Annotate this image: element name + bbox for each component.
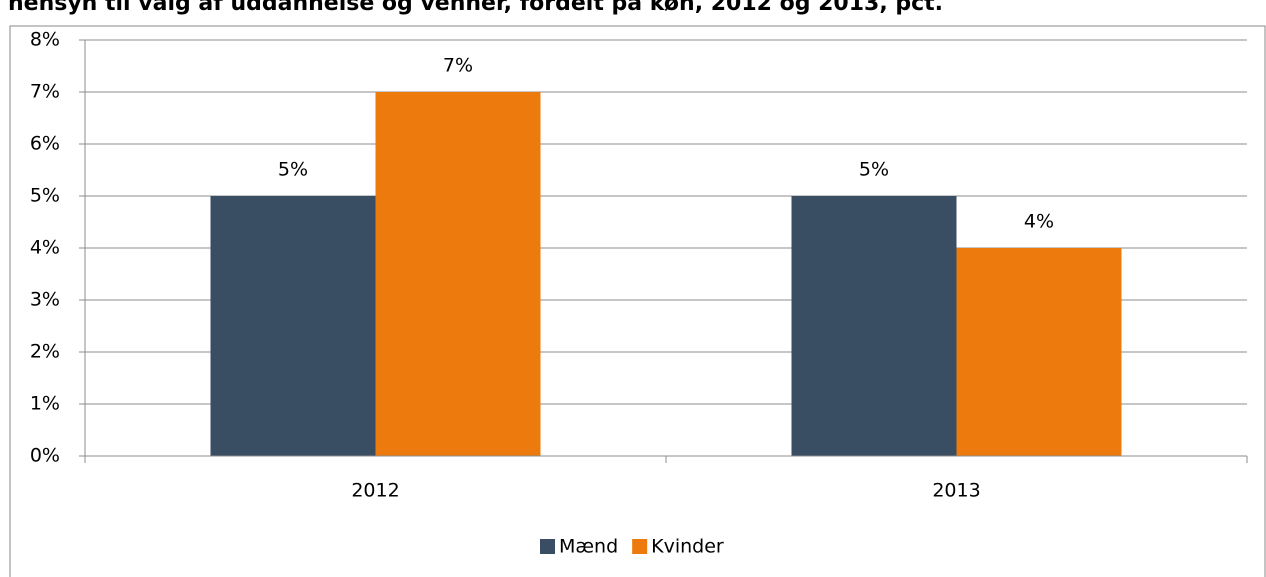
bar [956,248,1122,456]
y-tick-label: 4% [30,237,60,259]
bar [375,92,541,456]
x-tick-label: 2012 [351,480,399,502]
y-tick-label: 2% [30,341,60,363]
y-tick-label: 1% [30,393,60,415]
bar [210,196,376,456]
y-tick-label: 7% [30,81,60,103]
value-label: 7% [443,55,473,77]
bar [791,196,957,456]
y-tick-label: 8% [30,29,60,51]
y-tick-label: 3% [30,289,60,311]
y-tick-label: 6% [30,133,60,155]
y-tick-label: 0% [30,445,60,467]
legend-swatch [632,539,648,554]
chart-title: hensyn til valg af uddannelse og venner,… [8,0,943,16]
legend-swatch [540,539,555,554]
y-tick-label: 5% [30,185,60,207]
value-label: 4% [1024,211,1054,233]
legend-label: Mænd [559,536,618,558]
value-label: 5% [859,159,889,181]
chart-border [9,25,1266,577]
x-tick-label: 2013 [932,480,980,502]
value-label: 5% [278,159,308,181]
legend-label: Kvinder [651,536,724,558]
